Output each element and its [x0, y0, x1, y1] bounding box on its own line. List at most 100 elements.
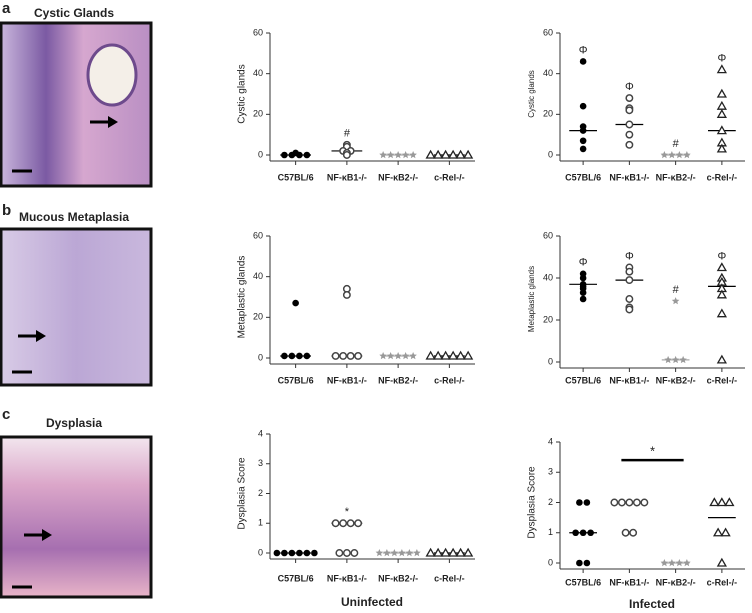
y-tick-label: 60	[253, 27, 263, 37]
point	[720, 527, 731, 537]
point	[625, 94, 634, 103]
point	[331, 519, 340, 528]
point	[425, 149, 436, 159]
y-tick-label: 40	[253, 68, 263, 78]
y-axis-label: Metaplastic glands	[237, 256, 248, 339]
y-tick-label: 1	[548, 527, 553, 537]
point	[579, 102, 587, 110]
point	[583, 499, 591, 506]
point	[587, 529, 594, 537]
point	[401, 352, 410, 360]
point	[579, 289, 587, 297]
panel-title: Cystic Glands	[34, 6, 114, 20]
point	[455, 547, 466, 557]
point	[625, 120, 634, 129]
x-tick-label: c-Rel-/-	[434, 375, 465, 385]
point	[394, 151, 402, 159]
point	[288, 549, 296, 557]
x-tick-label: NF-κB1-/-	[327, 375, 367, 385]
y-axis-label: Cystic glands	[237, 64, 248, 123]
point	[383, 549, 391, 557]
point	[716, 557, 727, 567]
x-tick-label: c-Rel-/-	[707, 172, 738, 182]
y-axis-label: Dysplasia Score	[527, 466, 538, 539]
panel-title: Mucous Metaplasia	[19, 210, 129, 224]
y-tick-label: 0	[548, 356, 553, 366]
group-label: Infected	[629, 597, 675, 611]
panel-letter: a	[2, 0, 11, 17]
point	[379, 151, 387, 159]
y-tick-label: 0	[548, 557, 553, 567]
y-tick-label: 0	[258, 352, 263, 362]
point	[716, 289, 727, 299]
point	[390, 549, 399, 557]
x-tick-label: C57BL/6	[565, 577, 601, 587]
y-tick-label: 20	[253, 312, 263, 322]
point	[610, 498, 619, 507]
point	[625, 276, 634, 285]
x-tick-label: NF-κB1-/-	[609, 375, 649, 385]
x-tick-label: C57BL/6	[565, 172, 601, 182]
point	[671, 297, 680, 305]
point	[579, 137, 587, 145]
point	[342, 549, 351, 557]
point	[296, 549, 303, 557]
point	[625, 295, 634, 303]
point	[640, 498, 649, 507]
image-b	[0, 227, 153, 387]
point	[379, 352, 387, 360]
point	[401, 151, 410, 159]
point	[716, 497, 727, 507]
x-tick-label: C57BL/6	[278, 573, 314, 583]
y-tick-label: 3	[548, 467, 553, 477]
point	[303, 549, 311, 557]
point	[716, 100, 727, 110]
point	[386, 151, 395, 159]
y-tick-label: 60	[543, 27, 553, 37]
point	[579, 127, 587, 134]
point	[440, 547, 451, 557]
point	[455, 350, 466, 360]
point	[709, 497, 720, 507]
point	[668, 151, 676, 159]
point	[342, 291, 351, 299]
point	[409, 151, 417, 159]
point	[296, 352, 303, 360]
point	[342, 151, 351, 159]
annotation: Φ	[579, 44, 588, 56]
y-tick-label: 20	[253, 109, 263, 119]
annotation: Φ	[717, 53, 726, 65]
point	[350, 549, 359, 557]
point	[463, 350, 474, 360]
point	[440, 350, 451, 360]
point	[425, 350, 436, 360]
point	[716, 109, 727, 118]
y-tick-label: 1	[258, 518, 263, 528]
point	[433, 547, 444, 557]
x-tick-label: NF-κB2-/-	[656, 172, 696, 182]
point	[660, 559, 669, 567]
point	[335, 549, 344, 557]
panel-letter: c	[2, 406, 10, 423]
point	[448, 149, 459, 159]
x-tick-label: c-Rel-/-	[707, 577, 738, 587]
panel-letter: b	[2, 202, 11, 219]
y-tick-label: 0	[548, 149, 553, 159]
point	[463, 547, 474, 557]
point	[716, 64, 727, 74]
point	[683, 559, 691, 567]
point	[572, 529, 579, 537]
point	[716, 88, 727, 98]
point	[398, 549, 406, 557]
point	[273, 549, 281, 557]
point	[716, 308, 727, 318]
x-tick-label: c-Rel-/-	[434, 172, 465, 182]
x-tick-label: C57BL/6	[278, 375, 314, 385]
point	[311, 549, 318, 557]
annotation: #	[344, 128, 351, 140]
point	[354, 352, 363, 360]
x-tick-label: NF-κB1-/-	[609, 577, 649, 587]
point	[346, 519, 355, 528]
point	[296, 151, 303, 159]
